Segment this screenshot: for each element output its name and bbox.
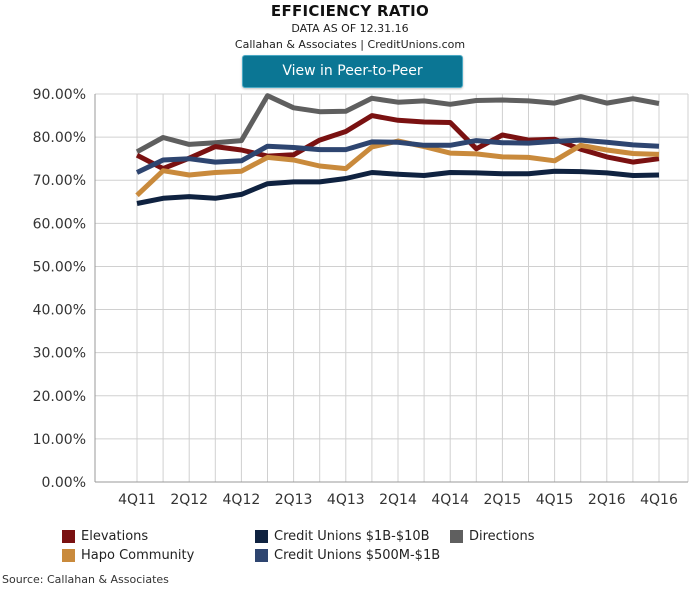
legend-swatch-hapo-community [62,548,75,562]
y-tick-label: 30.00% [33,346,86,362]
chart-title: EFFICIENCY RATIO [270,2,430,20]
y-tick-label: 40.00% [33,303,86,319]
y-tick-labels: 0.00% 10.00% 20.00% 30.00% 40.00% 50.00% 60.00… [33,87,86,491]
y-tick-label: 0.00% [42,475,86,491]
series-line-directions [135,93,660,154]
legend-item-cu-500m-1b: Credit Unions $500M-$1B [255,546,440,564]
source-note: Source: Callahan & Associates [2,573,169,586]
x-tick-label: 2Q13 [275,492,313,508]
series-line-credit-unions-1b-10b [136,168,660,206]
legend-label-cu-500m-1b: Credit Unions $500M-$1B [274,547,441,563]
axes [94,94,688,483]
x-tick-label: 4Q16 [640,492,678,508]
credit-line: Callahan & Associates | CreditUnions.com [234,38,466,51]
y-tick-label: 60.00% [33,216,86,232]
legend-item-hapo-community: Hapo Community [62,546,194,564]
y-tick-label: 50.00% [33,259,86,275]
legend-item-cu-1b-10b: Credit Unions $1B-$10B [255,527,430,545]
legend-label-hapo-community: Hapo Community [81,547,195,563]
x-tick-label: 2Q15 [484,492,522,508]
y-tick-label: 20.00% [33,389,86,405]
legend-label-cu-1b-10b: Credit Unions $1B-$10B [274,528,430,544]
x-tick-label: 4Q12 [223,492,261,508]
legend-item-elevations: Elevations [62,527,148,545]
x-tick-labels: 4Q11 2Q12 4Q12 2Q13 4Q13 2Q14 4Q14 2Q15 4Q15 2Q16… [118,492,678,508]
legend-swatch-elevations [62,529,75,543]
x-tick-label: 4Q15 [536,492,574,508]
data-as-of-label: DATA AS OF 12.31.16 [291,22,409,35]
legend-swatch-cu-1b-10b [255,529,268,543]
y-tick-label: 70.00% [33,173,86,189]
legend-item-directions: Directions [450,527,535,545]
legend-swatch-directions [450,529,463,543]
series-line-elevations [135,113,660,172]
y-tick-label: 80.00% [33,130,86,146]
x-tick-label: 2Q12 [170,492,208,508]
legend-label-elevations: Elevations [81,528,149,544]
y-tick-label: 10.00% [33,432,86,448]
legend-label-directions: Directions [469,528,535,544]
view-in-peer-to-peer-button[interactable]: View in Peer-to-Peer [242,55,463,88]
x-tick-label: 2Q14 [379,492,417,508]
y-tick-label: 90.00% [33,87,86,103]
x-tick-label: 4Q13 [327,492,365,508]
x-tick-label: 4Q11 [118,492,156,508]
series-lines [135,93,660,206]
x-tick-label: 2Q16 [588,492,626,508]
legend-swatch-cu-500m-1b [255,548,268,562]
series-line-credit-unions-500m-1b [135,137,660,175]
x-tick-label: 4Q14 [431,492,469,508]
